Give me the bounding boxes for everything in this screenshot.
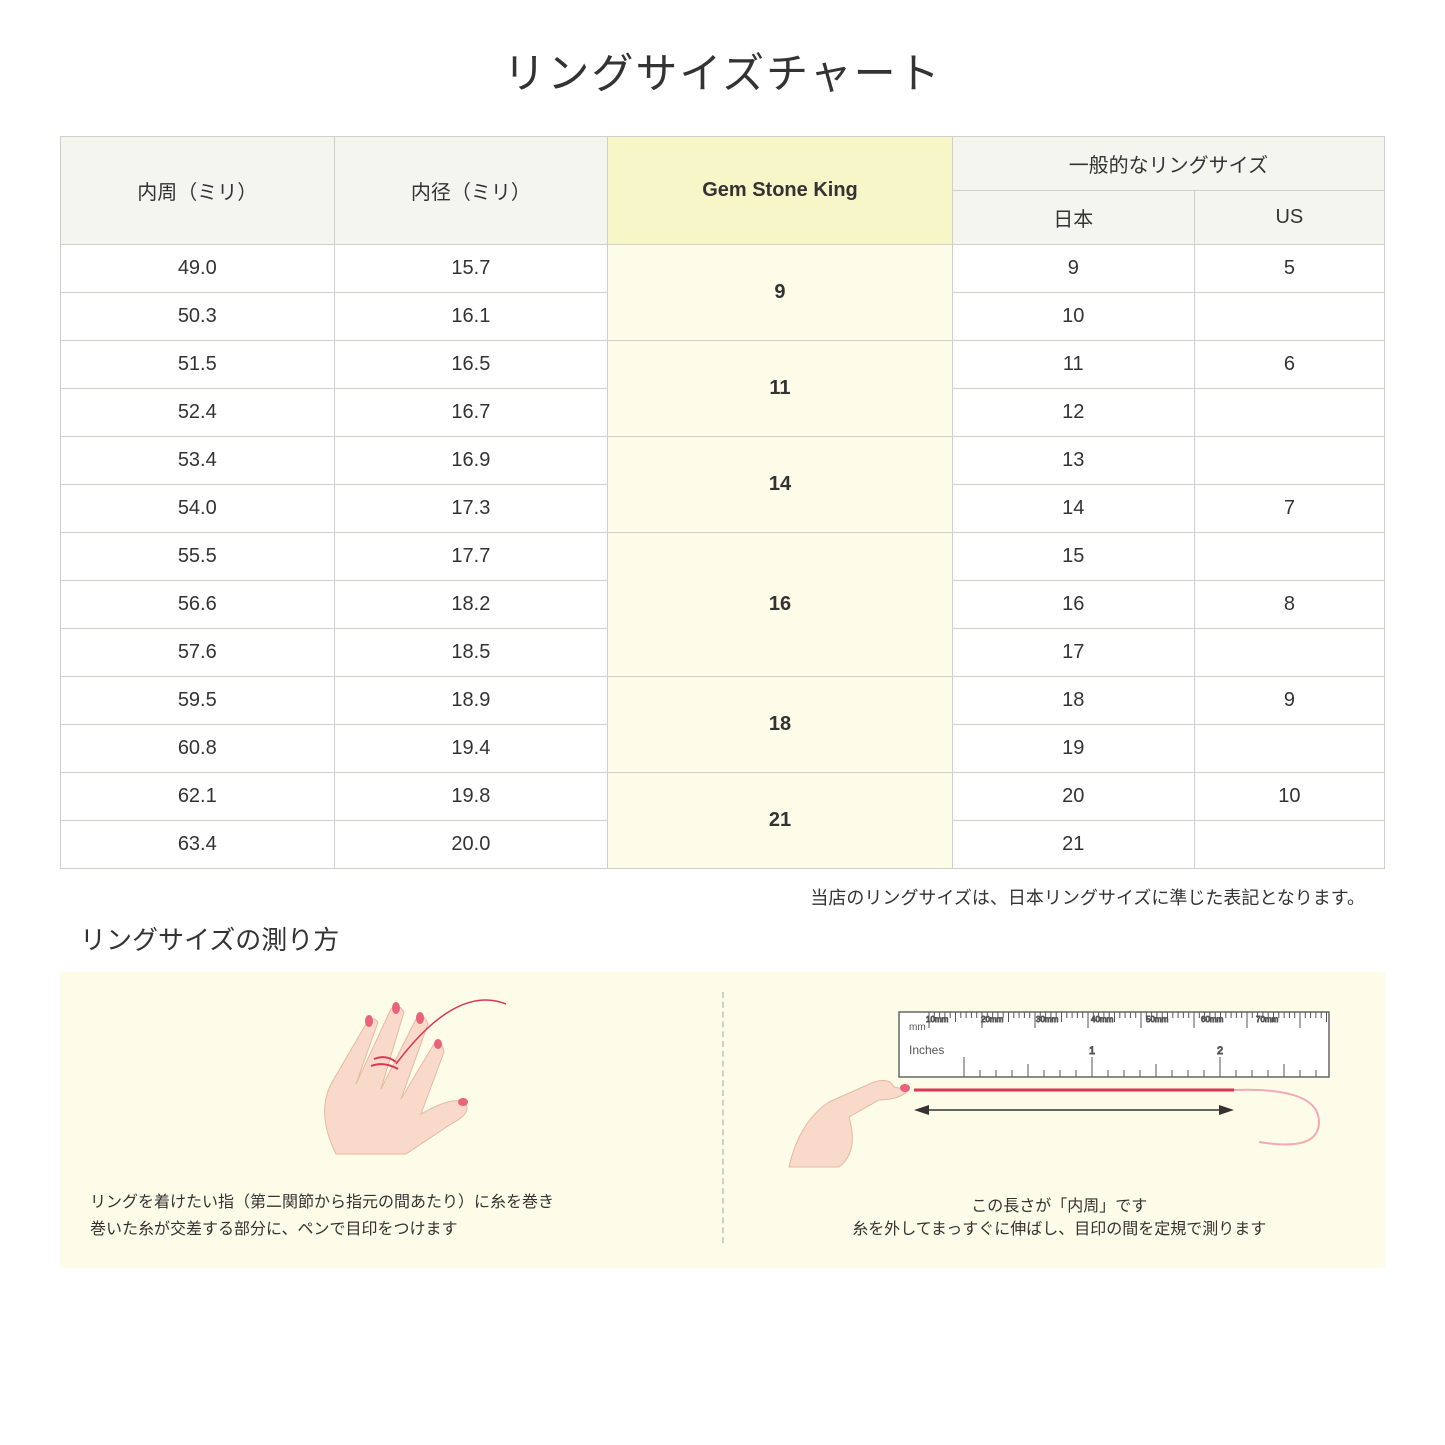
panel2-caption: 糸を外してまっすぐに伸ばし、目印の間を定規で測ります [764, 1216, 1356, 1243]
ruler-mm-label: mm [909, 1022, 926, 1033]
table-row: 59.518.918189 [61, 677, 1385, 725]
howto-panel-1: リングを着けたい指（第二関節から指元の間あたり）に糸を巻き巻いた糸が交差する部分… [90, 992, 682, 1243]
svg-text:70mm: 70mm [1256, 1015, 1279, 1024]
table-row: 53.416.91413 [61, 437, 1385, 485]
ruler-length-label: この長さが「内周」です [971, 1192, 1147, 1216]
hand-thread-illustration [256, 994, 516, 1174]
table-note: 当店のリングサイズは、日本リングサイズに準じた表記となります。 [60, 884, 1385, 910]
col-diameter: 内径（ミリ） [334, 137, 608, 245]
col-japan: 日本 [952, 191, 1194, 245]
chart-title: リングサイズチャート [60, 40, 1385, 101]
col-circumference: 内周（ミリ） [61, 137, 335, 245]
col-general: 一般的なリングサイズ [952, 137, 1384, 191]
table-row: 51.516.511116 [61, 341, 1385, 389]
panel1-caption: リングを着けたい指（第二関節から指元の間あたり）に糸を巻き巻いた糸が交差する部分… [90, 1189, 682, 1243]
ruler-illustration: mm Inches 10mm20mm30mm40mm50mm60mm70mm12 [779, 992, 1339, 1172]
ruler-inches-label: Inches [909, 1043, 944, 1057]
table-row: 55.517.71615 [61, 533, 1385, 581]
howto-panel-2: mm Inches 10mm20mm30mm40mm50mm60mm70mm12… [764, 992, 1356, 1243]
svg-text:1: 1 [1089, 1045, 1095, 1057]
svg-text:30mm: 30mm [1036, 1015, 1059, 1024]
col-gsk: Gem Stone King [608, 137, 953, 245]
howto-section: リングを着けたい指（第二関節から指元の間あたり）に糸を巻き巻いた糸が交差する部分… [60, 972, 1385, 1268]
howto-title: リングサイズの測り方 [80, 920, 1385, 957]
panel-divider [722, 992, 724, 1243]
table-row: 62.119.8212010 [61, 773, 1385, 821]
table-row: 49.015.7995 [61, 245, 1385, 293]
size-chart-table: 内周（ミリ） 内径（ミリ） Gem Stone King 一般的なリングサイズ … [60, 136, 1385, 869]
svg-text:2: 2 [1217, 1045, 1223, 1057]
col-us: US [1194, 191, 1384, 245]
svg-text:40mm: 40mm [1091, 1015, 1114, 1024]
